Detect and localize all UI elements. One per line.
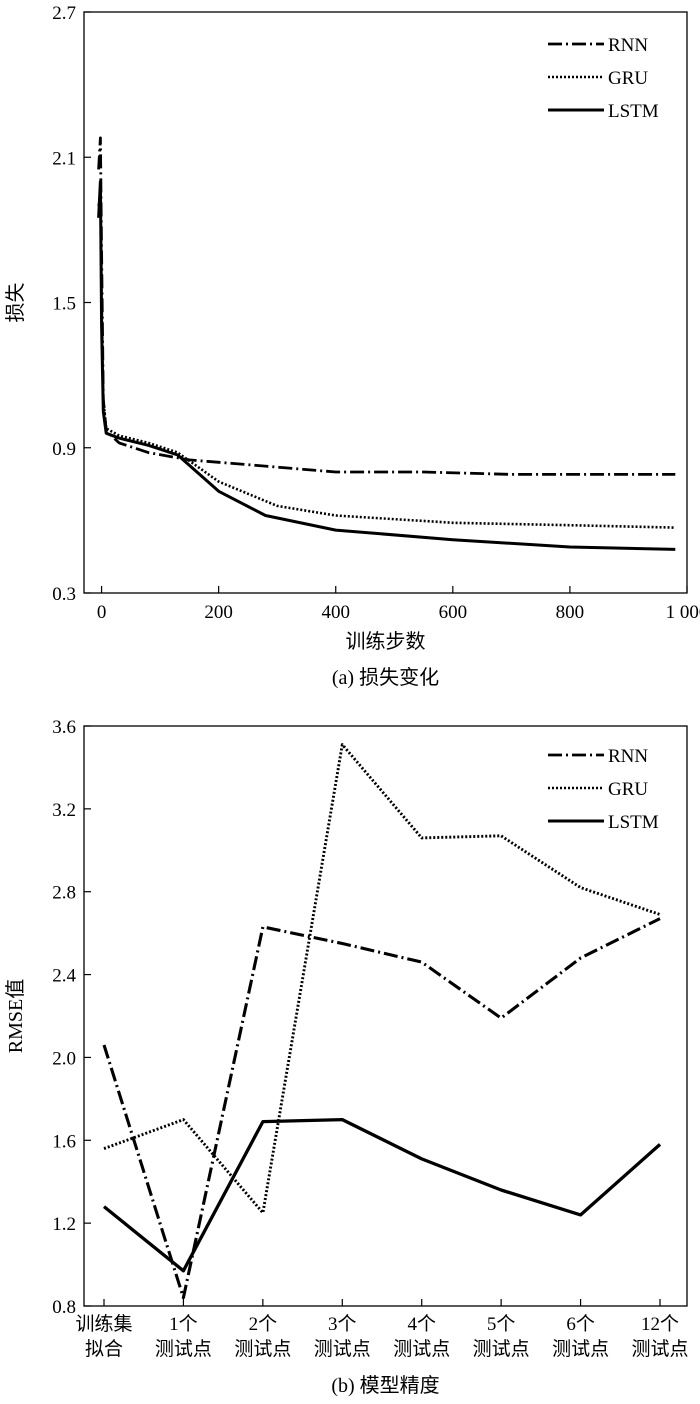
y-axis-label-b: RMSE值 — [4, 979, 27, 1053]
y-tick-label-b: 2.0 — [52, 1048, 76, 1069]
y-tick-label-a: 1.5 — [52, 294, 76, 315]
legend-label-rnn: RNN — [608, 746, 648, 767]
category-label-line2: 拟合 — [85, 1338, 123, 1360]
y-tick-label-b: 2.8 — [52, 883, 76, 904]
y-tick-label-b: 1.6 — [52, 1131, 76, 1152]
x-tick-label-a: 400 — [321, 602, 350, 623]
category-label-line1: 5个 — [487, 1313, 516, 1335]
y-axis-label-a: 损失 — [4, 283, 27, 323]
y-tick-label-b: 3.2 — [52, 800, 76, 821]
series-line-lstm — [102, 1117, 662, 1273]
category-label-line2: 测试点 — [314, 1338, 371, 1360]
y-tick-label-b: 2.4 — [52, 966, 76, 987]
x-tick-label-a: 1 000 — [666, 602, 700, 623]
series-line-rnn — [102, 917, 661, 1300]
category-label-line2: 测试点 — [234, 1338, 291, 1360]
category-label-line1: 4个 — [407, 1313, 436, 1335]
legend-label-gru: GRU — [608, 779, 648, 800]
category-label-line2: 测试点 — [631, 1338, 688, 1360]
caption-b: (b) 模型精度 — [331, 1374, 439, 1397]
legend-label-rnn: RNN — [608, 35, 648, 56]
y-tick-label-b: 0.8 — [52, 1297, 76, 1318]
y-tick-label-a: 0.3 — [52, 584, 76, 605]
chart-a: 0.3 0.9 1.5 2.1 2.7 0 200 400 600 800 1 000 RNN GRU L… — [4, 3, 700, 689]
series-line-rnn — [97, 136, 676, 476]
category-label-line1: 12个 — [641, 1313, 679, 1335]
x-tick-label-a: 200 — [204, 602, 233, 623]
caption-a: (a) 损失变化 — [332, 666, 439, 689]
category-label-line1: 3个 — [328, 1313, 357, 1335]
series-line-gru — [97, 192, 676, 529]
plot-frame-a — [83, 11, 688, 594]
category-label-line2: 测试点 — [393, 1338, 450, 1360]
category-label-line1: 1个 — [169, 1313, 198, 1335]
category-label-line2: 测试点 — [155, 1338, 212, 1360]
category-label-line1: 2个 — [249, 1313, 278, 1335]
x-tick-label-a: 0 — [97, 602, 107, 623]
y-tick-label-b: 3.6 — [52, 717, 76, 738]
category-label-line2: 测试点 — [473, 1338, 530, 1360]
x-tick-label-a: 800 — [556, 602, 585, 623]
category-label-line2: 测试点 — [552, 1338, 609, 1360]
y-tick-label-b: 1.2 — [52, 1214, 76, 1235]
legend-label-lstm: LSTM — [608, 101, 659, 122]
series-line-lstm — [97, 180, 676, 551]
y-tick-label-a: 2.7 — [52, 3, 76, 24]
category-label-line1: 训练集 — [75, 1313, 132, 1335]
x-tick-label-a: 600 — [439, 602, 468, 623]
x-axis-label-a: 训练步数 — [346, 630, 426, 653]
y-tick-label-a: 0.9 — [52, 439, 76, 460]
category-label-line1: 6个 — [566, 1313, 595, 1335]
legend-label-lstm: LSTM — [608, 812, 659, 833]
y-tick-label-a: 2.1 — [52, 148, 76, 169]
legend-label-gru: GRU — [608, 68, 648, 89]
series-line-gru — [103, 743, 661, 1215]
plot-frame-b — [83, 725, 688, 1307]
